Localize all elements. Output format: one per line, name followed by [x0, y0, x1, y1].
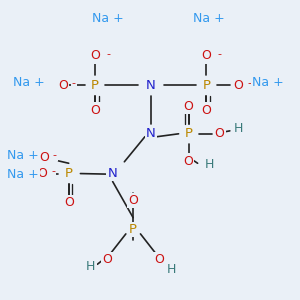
Text: O: O [214, 127, 224, 140]
Text: Na +: Na + [7, 168, 38, 181]
Text: O: O [90, 49, 100, 62]
Text: O: O [90, 104, 100, 117]
Text: O: O [102, 253, 112, 266]
Text: Na +: Na + [13, 76, 45, 89]
Text: -: - [218, 49, 222, 59]
Text: -: - [51, 166, 55, 176]
Text: H: H [205, 158, 214, 171]
Text: H: H [86, 260, 95, 273]
Text: O: O [128, 194, 138, 207]
Text: -: - [248, 78, 251, 88]
Text: P: P [91, 79, 99, 92]
Text: O: O [202, 49, 211, 62]
Text: O: O [64, 196, 74, 209]
Text: H: H [167, 263, 176, 276]
Text: -: - [72, 78, 76, 88]
Text: O: O [202, 104, 211, 117]
Text: Na +: Na + [92, 13, 124, 26]
Text: N: N [108, 167, 118, 180]
Text: N: N [146, 127, 156, 140]
Text: -: - [52, 150, 57, 160]
Text: Na +: Na + [7, 149, 38, 162]
Text: O: O [234, 79, 244, 92]
Text: -: - [106, 49, 110, 59]
Text: O: O [183, 100, 193, 113]
Text: P: P [129, 223, 137, 236]
Text: P: P [185, 127, 193, 140]
Text: O: O [38, 167, 47, 180]
Text: O: O [39, 151, 49, 164]
Text: H: H [234, 122, 243, 135]
Text: O: O [58, 79, 68, 92]
Text: P: P [65, 167, 73, 180]
Text: N: N [146, 79, 156, 92]
Text: O: O [183, 155, 193, 168]
Text: Na +: Na + [194, 13, 225, 26]
Text: O: O [154, 253, 164, 266]
Text: Na +: Na + [252, 76, 284, 89]
Text: P: P [202, 79, 210, 92]
